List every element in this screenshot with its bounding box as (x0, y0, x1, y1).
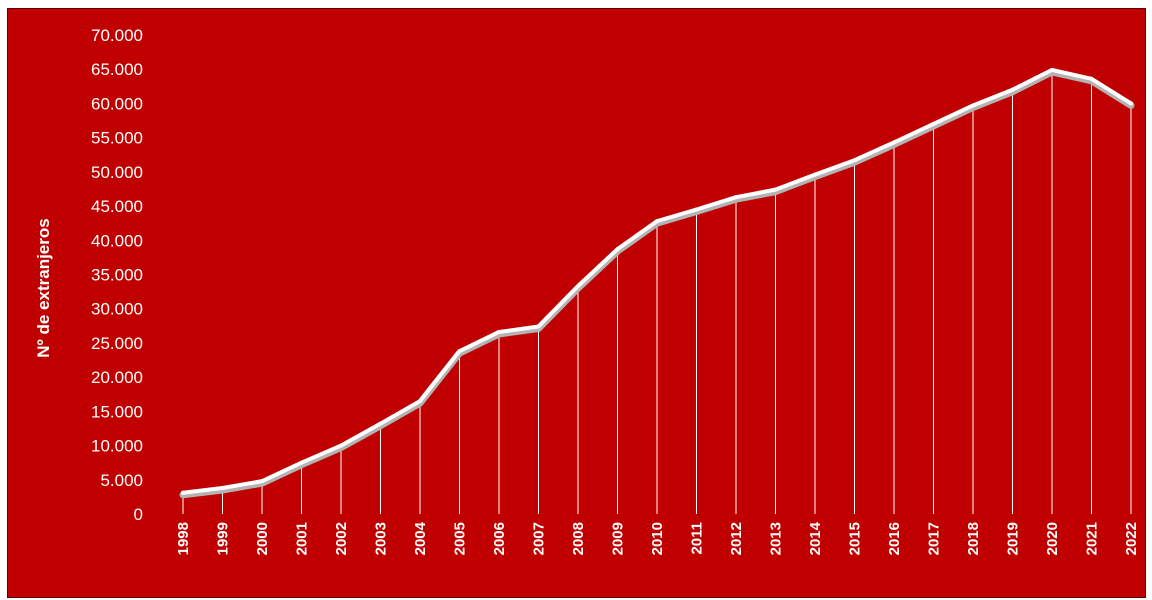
y-tick-label: 15.000 (91, 402, 143, 421)
data-point (694, 207, 699, 212)
y-tick-label: 45.000 (91, 197, 143, 216)
x-tick-label: 2018 (965, 522, 982, 555)
x-tick-label: 2011 (689, 522, 706, 555)
x-tick-label: 2009 (610, 522, 627, 555)
data-point (655, 219, 659, 224)
x-tick-label: 1998 (175, 522, 192, 555)
data-point (378, 421, 383, 426)
x-tick-label: 2004 (412, 521, 429, 555)
y-tick-label: 20.000 (91, 368, 143, 387)
x-tick-label: 2006 (491, 522, 508, 555)
x-tick-label: 2001 (294, 522, 311, 555)
data-point (536, 324, 541, 329)
y-tick-label: 10.000 (91, 437, 143, 456)
x-tick-label: 2000 (254, 522, 271, 555)
data-point (418, 399, 422, 404)
data-point (260, 479, 264, 484)
data-point (1129, 101, 1133, 106)
x-tick-label: 2012 (728, 522, 745, 555)
data-point (181, 490, 185, 495)
chart-frame (7, 8, 1146, 598)
y-tick-label: 55.000 (91, 129, 143, 148)
y-tick-label: 50.000 (91, 163, 143, 182)
y-tick-label: 60.000 (91, 94, 143, 113)
x-tick-label: 2003 (373, 522, 390, 555)
x-tick-label: 2010 (649, 522, 666, 555)
x-tick-label: 2015 (847, 522, 864, 555)
data-point (773, 187, 778, 192)
x-tick-label: 2002 (333, 522, 350, 555)
x-tick-label: 2008 (570, 522, 587, 555)
x-tick-label: 2022 (1123, 522, 1140, 555)
y-tick-label: 35.000 (91, 266, 143, 285)
x-tick-label: 2016 (886, 522, 903, 555)
x-tick-label: 2020 (1044, 522, 1061, 555)
data-point (931, 121, 936, 126)
data-point (339, 443, 343, 448)
data-point (497, 329, 501, 334)
x-tick-label: 2017 (926, 522, 943, 555)
data-point (1050, 67, 1054, 72)
x-tick-label: 2007 (531, 522, 548, 555)
y-axis-ticks: 0 5.000 10.000 15.000 20.000 25.000 30.000 35.0… (91, 26, 143, 524)
x-tick-label: 2005 (452, 522, 469, 555)
data-point (892, 140, 896, 145)
data-point (615, 247, 620, 252)
y-tick-label: 5.000 (100, 471, 143, 490)
x-tick-label: 2013 (768, 522, 785, 555)
x-tick-label: 2021 (1084, 522, 1101, 555)
data-point (576, 284, 580, 289)
x-axis-ticks: 1998 1999 2000 2001 2002 2003 2004 2005 2006 2007… (175, 521, 1140, 555)
data-point (1010, 87, 1015, 92)
y-tick-label: 70.000 (91, 26, 143, 45)
y-axis-label: Nº de extranjeros (34, 218, 53, 357)
data-point (1089, 76, 1094, 81)
x-tick-label: 2014 (807, 521, 824, 555)
data-point (734, 195, 738, 200)
data-points (181, 67, 1133, 495)
drop-lines (182, 69, 1132, 514)
x-tick-label: 1999 (215, 522, 232, 555)
data-point (813, 172, 817, 177)
data-point (299, 460, 304, 465)
y-tick-label: 40.000 (91, 231, 143, 250)
y-tick-label: 30.000 (91, 300, 143, 319)
y-tick-label: 25.000 (91, 334, 143, 353)
data-point (457, 349, 462, 354)
y-tick-label: 65.000 (91, 60, 143, 79)
data-point (971, 103, 975, 108)
data-point (220, 485, 225, 490)
y-tick-label: 0 (134, 505, 143, 524)
x-tick-label: 2019 (1005, 522, 1022, 555)
data-point (852, 158, 857, 163)
